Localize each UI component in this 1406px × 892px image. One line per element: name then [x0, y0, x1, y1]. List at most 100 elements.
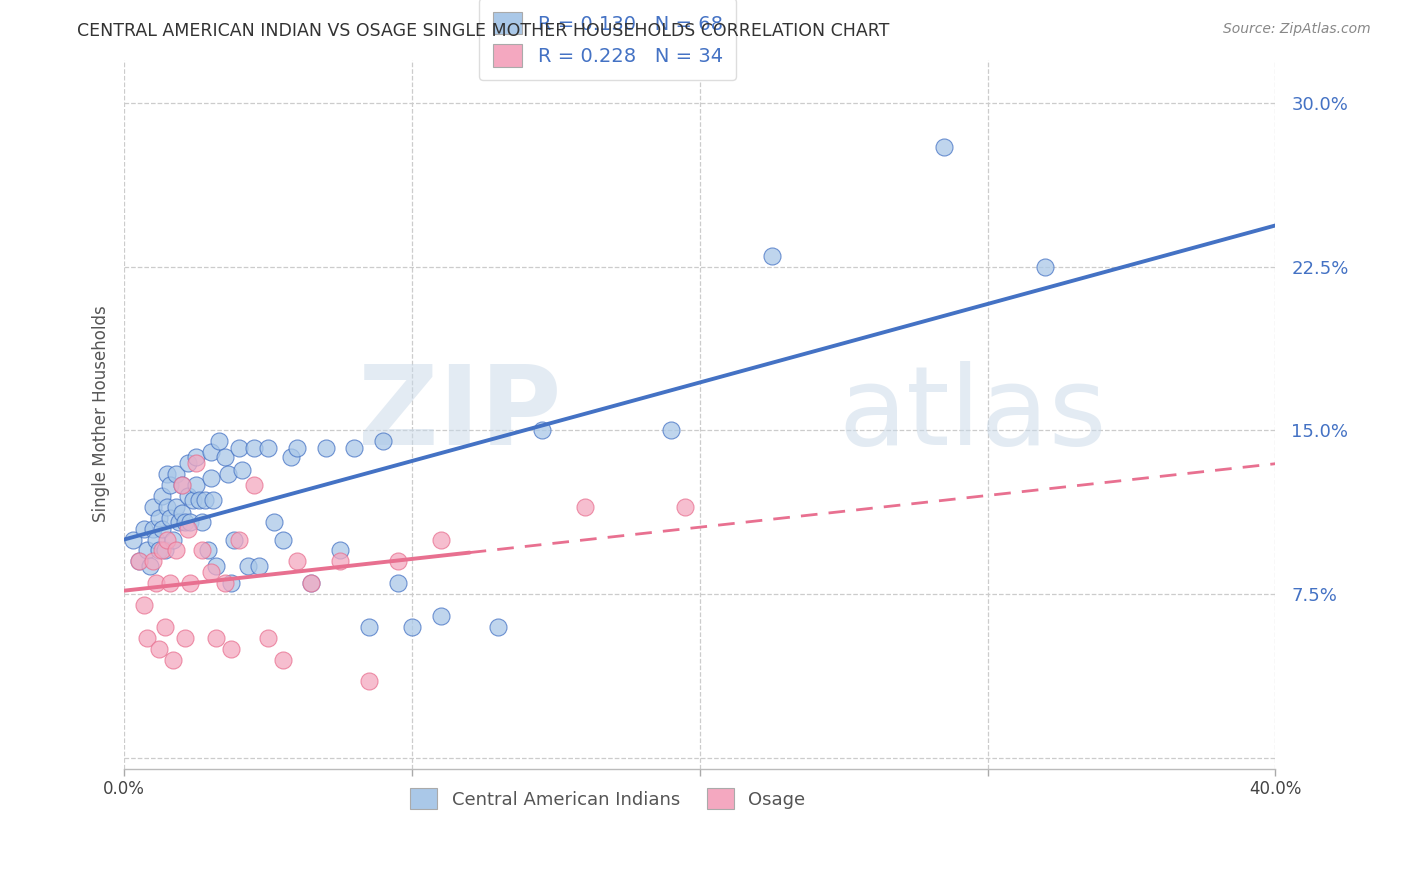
Point	[181, 493, 204, 508]
Point	[136, 543, 159, 558]
Point	[285, 441, 308, 455]
Point	[136, 631, 159, 645]
Point	[191, 543, 214, 558]
Point	[486, 620, 509, 634]
Point	[170, 507, 193, 521]
Point	[170, 478, 193, 492]
Point	[315, 441, 337, 455]
Point	[200, 566, 222, 580]
Point	[145, 576, 167, 591]
Point	[249, 558, 271, 573]
Point	[228, 441, 250, 455]
Point	[659, 424, 682, 438]
Legend: Central American Indians, Osage: Central American Indians, Osage	[402, 781, 813, 816]
Point	[142, 554, 165, 568]
Point	[150, 522, 173, 536]
Point	[128, 554, 150, 568]
Point	[186, 450, 208, 464]
Point	[134, 598, 156, 612]
Point	[761, 249, 783, 263]
Point	[156, 467, 179, 482]
Point	[200, 445, 222, 459]
Point	[299, 576, 322, 591]
Point	[139, 558, 162, 573]
Point	[387, 576, 409, 591]
Point	[173, 515, 195, 529]
Point	[134, 522, 156, 536]
Point	[222, 533, 245, 547]
Point	[285, 554, 308, 568]
Text: atlas: atlas	[838, 360, 1107, 467]
Point	[188, 493, 211, 508]
Point	[675, 500, 697, 514]
Point	[202, 493, 225, 508]
Point	[121, 533, 143, 547]
Point	[145, 533, 167, 547]
Point	[167, 515, 190, 529]
Point	[159, 478, 181, 492]
Point	[150, 543, 173, 558]
Point	[231, 463, 253, 477]
Point	[162, 652, 184, 666]
Point	[343, 441, 366, 455]
Point	[373, 434, 395, 449]
Point	[148, 641, 170, 656]
Point	[530, 424, 553, 438]
Text: ZIP: ZIP	[359, 360, 561, 467]
Point	[242, 441, 264, 455]
Text: Source: ZipAtlas.com: Source: ZipAtlas.com	[1223, 22, 1371, 37]
Point	[1033, 260, 1056, 274]
Point	[186, 456, 208, 470]
Point	[194, 493, 217, 508]
Point	[150, 489, 173, 503]
Point	[228, 533, 250, 547]
Point	[208, 434, 231, 449]
Point	[430, 533, 453, 547]
Point	[128, 554, 150, 568]
Point	[205, 558, 228, 573]
Point	[170, 478, 193, 492]
Point	[205, 631, 228, 645]
Text: CENTRAL AMERICAN INDIAN VS OSAGE SINGLE MOTHER HOUSEHOLDS CORRELATION CHART: CENTRAL AMERICAN INDIAN VS OSAGE SINGLE …	[77, 22, 890, 40]
Point	[142, 522, 165, 536]
Point	[271, 533, 294, 547]
Point	[179, 515, 201, 529]
Point	[387, 554, 409, 568]
Point	[271, 652, 294, 666]
Point	[574, 500, 596, 514]
Y-axis label: Single Mother Households: Single Mother Households	[93, 306, 110, 523]
Point	[219, 576, 242, 591]
Point	[357, 674, 380, 689]
Point	[217, 467, 239, 482]
Point	[165, 500, 187, 514]
Point	[357, 620, 380, 634]
Point	[329, 554, 352, 568]
Point	[162, 533, 184, 547]
Point	[191, 515, 214, 529]
Point	[299, 576, 322, 591]
Point	[142, 500, 165, 514]
Point	[200, 471, 222, 485]
Point	[280, 450, 302, 464]
Point	[153, 543, 176, 558]
Point	[173, 631, 195, 645]
Point	[179, 576, 201, 591]
Point	[257, 631, 280, 645]
Point	[219, 641, 242, 656]
Point	[257, 441, 280, 455]
Point	[176, 489, 198, 503]
Point	[236, 558, 259, 573]
Point	[263, 515, 285, 529]
Point	[329, 543, 352, 558]
Point	[242, 478, 264, 492]
Point	[186, 478, 208, 492]
Point	[401, 620, 423, 634]
Point	[430, 608, 453, 623]
Point	[159, 510, 181, 524]
Point	[934, 140, 956, 154]
Point	[148, 510, 170, 524]
Point	[156, 533, 179, 547]
Point	[214, 576, 236, 591]
Point	[165, 467, 187, 482]
Point	[165, 543, 187, 558]
